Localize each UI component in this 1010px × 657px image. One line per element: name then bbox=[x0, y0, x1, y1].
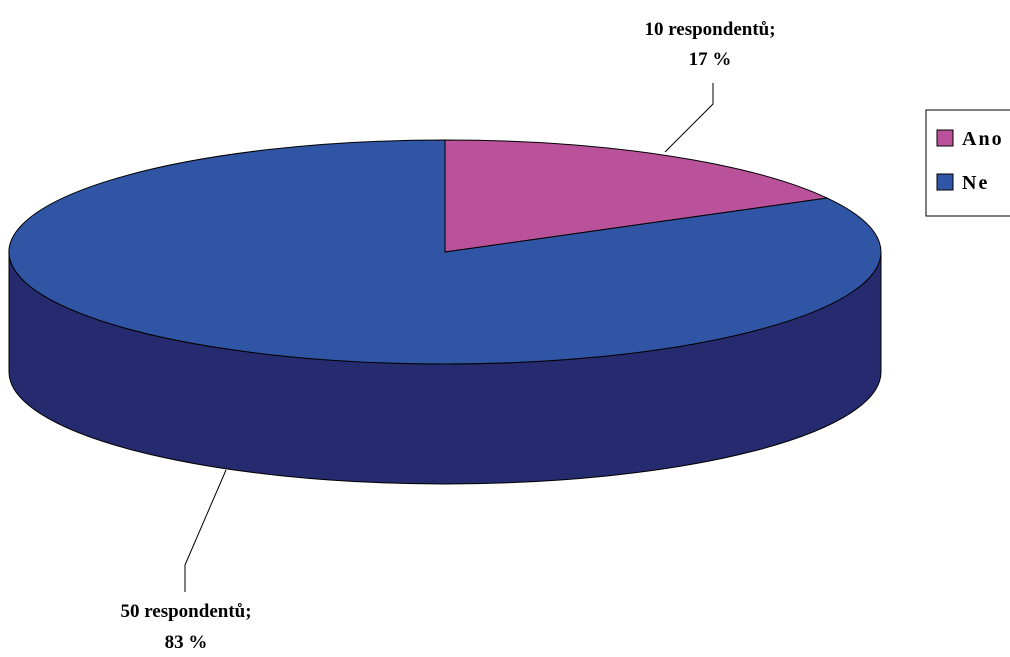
data-label-ano-count: 10 respondentů; bbox=[644, 19, 775, 40]
legend-box bbox=[925, 109, 1010, 217]
pie-slice-ano bbox=[444, 139, 829, 253]
legend-swatch-ne bbox=[936, 173, 954, 191]
data-label-ne-count: 50 respondentů; bbox=[120, 601, 251, 622]
leader-line-ano bbox=[664, 83, 714, 153]
legend-label-ano: Ano bbox=[962, 128, 1004, 150]
legend-label-ne: Ne bbox=[962, 172, 989, 194]
leader-line-ne bbox=[184, 469, 227, 592]
legend-swatch-ano bbox=[936, 129, 954, 147]
data-label-ano-percent: 17 % bbox=[689, 49, 732, 70]
data-label-ne-percent: 83 % bbox=[165, 632, 208, 653]
pie-slice-ne bbox=[8, 139, 882, 365]
